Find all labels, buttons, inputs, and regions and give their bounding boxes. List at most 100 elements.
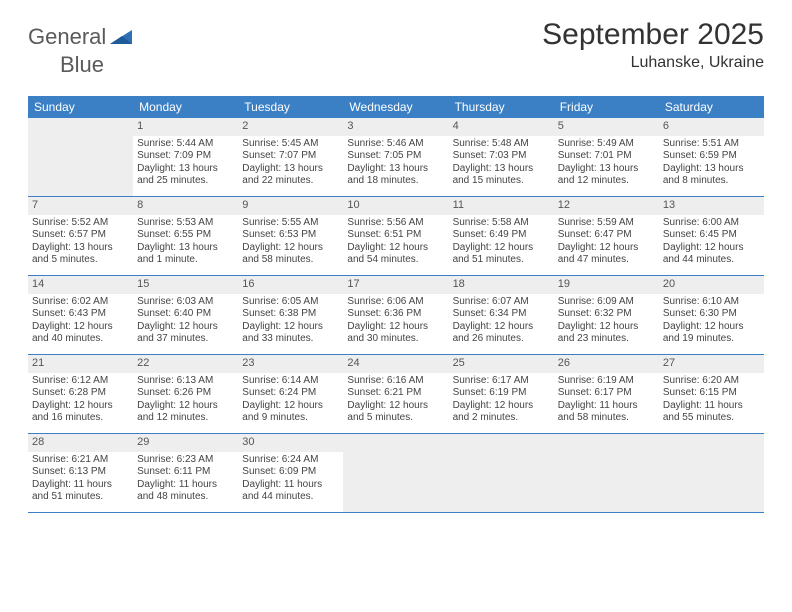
sunset-text: Sunset: 6:53 PM	[242, 229, 339, 242]
sunrise-text: Sunrise: 5:52 AM	[32, 217, 129, 230]
sunset-text: Sunset: 6:28 PM	[32, 387, 129, 400]
daylight-text: Daylight: 12 hours and 16 minutes.	[32, 400, 129, 425]
calendar-cell: 30Sunrise: 6:24 AMSunset: 6:09 PMDayligh…	[238, 434, 343, 512]
sunset-text: Sunset: 6:32 PM	[558, 308, 655, 321]
sunrise-text: Sunrise: 6:07 AM	[453, 296, 550, 309]
day-number: 16	[238, 276, 343, 294]
calendar-cell-empty	[449, 434, 554, 512]
sunset-text: Sunset: 6:34 PM	[453, 308, 550, 321]
calendar-cell-empty	[659, 434, 764, 512]
calendar-cell: 1Sunrise: 5:44 AMSunset: 7:09 PMDaylight…	[133, 118, 238, 196]
day-number: 8	[133, 197, 238, 215]
calendar-cell: 21Sunrise: 6:12 AMSunset: 6:28 PMDayligh…	[28, 355, 133, 433]
sunset-text: Sunset: 6:51 PM	[347, 229, 444, 242]
day-number: 7	[28, 197, 133, 215]
sunset-text: Sunset: 7:07 PM	[242, 150, 339, 163]
daylight-text: Daylight: 12 hours and 37 minutes.	[137, 321, 234, 346]
daylight-text: Daylight: 12 hours and 12 minutes.	[137, 400, 234, 425]
daylight-text: Daylight: 12 hours and 47 minutes.	[558, 242, 655, 267]
dayname-sunday: Sunday	[28, 96, 133, 118]
day-number: 1	[133, 118, 238, 136]
daylight-text: Daylight: 12 hours and 54 minutes.	[347, 242, 444, 267]
day-number: 23	[238, 355, 343, 373]
sunset-text: Sunset: 6:09 PM	[242, 466, 339, 479]
calendar-cell: 7Sunrise: 5:52 AMSunset: 6:57 PMDaylight…	[28, 197, 133, 275]
sunrise-text: Sunrise: 5:45 AM	[242, 138, 339, 151]
daylight-text: Daylight: 12 hours and 30 minutes.	[347, 321, 444, 346]
day-number: 28	[28, 434, 133, 452]
calendar-cell: 14Sunrise: 6:02 AMSunset: 6:43 PMDayligh…	[28, 276, 133, 354]
daylight-text: Daylight: 13 hours and 8 minutes.	[663, 163, 760, 188]
calendar-cell: 6Sunrise: 5:51 AMSunset: 6:59 PMDaylight…	[659, 118, 764, 196]
sunrise-text: Sunrise: 6:00 AM	[663, 217, 760, 230]
sunset-text: Sunset: 7:05 PM	[347, 150, 444, 163]
sunset-text: Sunset: 7:03 PM	[453, 150, 550, 163]
sunrise-text: Sunrise: 5:59 AM	[558, 217, 655, 230]
day-number: 26	[554, 355, 659, 373]
calendar-cell: 18Sunrise: 6:07 AMSunset: 6:34 PMDayligh…	[449, 276, 554, 354]
daylight-text: Daylight: 12 hours and 44 minutes.	[663, 242, 760, 267]
sunrise-text: Sunrise: 5:46 AM	[347, 138, 444, 151]
calendar-cell: 13Sunrise: 6:00 AMSunset: 6:45 PMDayligh…	[659, 197, 764, 275]
daylight-text: Daylight: 13 hours and 22 minutes.	[242, 163, 339, 188]
daylight-text: Daylight: 13 hours and 15 minutes.	[453, 163, 550, 188]
day-number: 24	[343, 355, 448, 373]
dayname-thursday: Thursday	[449, 96, 554, 118]
calendar-week: 1Sunrise: 5:44 AMSunset: 7:09 PMDaylight…	[28, 118, 764, 197]
calendar-cell: 11Sunrise: 5:58 AMSunset: 6:49 PMDayligh…	[449, 197, 554, 275]
sunrise-text: Sunrise: 6:19 AM	[558, 375, 655, 388]
calendar-cell-empty	[28, 118, 133, 196]
dayname-monday: Monday	[133, 96, 238, 118]
sunrise-text: Sunrise: 6:06 AM	[347, 296, 444, 309]
sunset-text: Sunset: 6:19 PM	[453, 387, 550, 400]
day-number: 25	[449, 355, 554, 373]
sunset-text: Sunset: 6:13 PM	[32, 466, 129, 479]
daylight-text: Daylight: 12 hours and 33 minutes.	[242, 321, 339, 346]
sunset-text: Sunset: 6:40 PM	[137, 308, 234, 321]
daylight-text: Daylight: 11 hours and 55 minutes.	[663, 400, 760, 425]
day-number: 9	[238, 197, 343, 215]
sunrise-text: Sunrise: 5:58 AM	[453, 217, 550, 230]
calendar-cell: 4Sunrise: 5:48 AMSunset: 7:03 PMDaylight…	[449, 118, 554, 196]
calendar-cell: 3Sunrise: 5:46 AMSunset: 7:05 PMDaylight…	[343, 118, 448, 196]
calendar-page: General September 2025 Luhanske, Ukraine…	[0, 0, 792, 525]
weeks-container: 1Sunrise: 5:44 AMSunset: 7:09 PMDaylight…	[28, 118, 764, 513]
sunset-text: Sunset: 6:30 PM	[663, 308, 760, 321]
calendar-grid: Sunday Monday Tuesday Wednesday Thursday…	[28, 96, 764, 513]
calendar-week: 28Sunrise: 6:21 AMSunset: 6:13 PMDayligh…	[28, 434, 764, 513]
day-number: 10	[343, 197, 448, 215]
calendar-cell: 16Sunrise: 6:05 AMSunset: 6:38 PMDayligh…	[238, 276, 343, 354]
daylight-text: Daylight: 13 hours and 18 minutes.	[347, 163, 444, 188]
daylight-text: Daylight: 12 hours and 5 minutes.	[347, 400, 444, 425]
day-number: 19	[554, 276, 659, 294]
daylight-text: Daylight: 12 hours and 19 minutes.	[663, 321, 760, 346]
daylight-text: Daylight: 11 hours and 51 minutes.	[32, 479, 129, 504]
calendar-cell: 28Sunrise: 6:21 AMSunset: 6:13 PMDayligh…	[28, 434, 133, 512]
calendar-cell: 15Sunrise: 6:03 AMSunset: 6:40 PMDayligh…	[133, 276, 238, 354]
calendar-cell: 25Sunrise: 6:17 AMSunset: 6:19 PMDayligh…	[449, 355, 554, 433]
day-number: 15	[133, 276, 238, 294]
calendar-cell: 29Sunrise: 6:23 AMSunset: 6:11 PMDayligh…	[133, 434, 238, 512]
daylight-text: Daylight: 12 hours and 9 minutes.	[242, 400, 339, 425]
sunset-text: Sunset: 6:24 PM	[242, 387, 339, 400]
sunset-text: Sunset: 7:09 PM	[137, 150, 234, 163]
dayname-wednesday: Wednesday	[343, 96, 448, 118]
sunrise-text: Sunrise: 6:23 AM	[137, 454, 234, 467]
sunset-text: Sunset: 6:15 PM	[663, 387, 760, 400]
calendar-cell: 24Sunrise: 6:16 AMSunset: 6:21 PMDayligh…	[343, 355, 448, 433]
sunrise-text: Sunrise: 6:14 AM	[242, 375, 339, 388]
sunrise-text: Sunrise: 6:02 AM	[32, 296, 129, 309]
sunset-text: Sunset: 6:21 PM	[347, 387, 444, 400]
calendar-cell: 12Sunrise: 5:59 AMSunset: 6:47 PMDayligh…	[554, 197, 659, 275]
sunrise-text: Sunrise: 6:09 AM	[558, 296, 655, 309]
logo-text-blue: Blue	[60, 52, 104, 77]
daylight-text: Daylight: 13 hours and 12 minutes.	[558, 163, 655, 188]
sunset-text: Sunset: 6:38 PM	[242, 308, 339, 321]
calendar-cell: 5Sunrise: 5:49 AMSunset: 7:01 PMDaylight…	[554, 118, 659, 196]
sunset-text: Sunset: 6:26 PM	[137, 387, 234, 400]
calendar-cell: 22Sunrise: 6:13 AMSunset: 6:26 PMDayligh…	[133, 355, 238, 433]
calendar-cell: 9Sunrise: 5:55 AMSunset: 6:53 PMDaylight…	[238, 197, 343, 275]
logo-triangle-icon	[110, 26, 132, 49]
calendar-week: 7Sunrise: 5:52 AMSunset: 6:57 PMDaylight…	[28, 197, 764, 276]
sunrise-text: Sunrise: 6:12 AM	[32, 375, 129, 388]
